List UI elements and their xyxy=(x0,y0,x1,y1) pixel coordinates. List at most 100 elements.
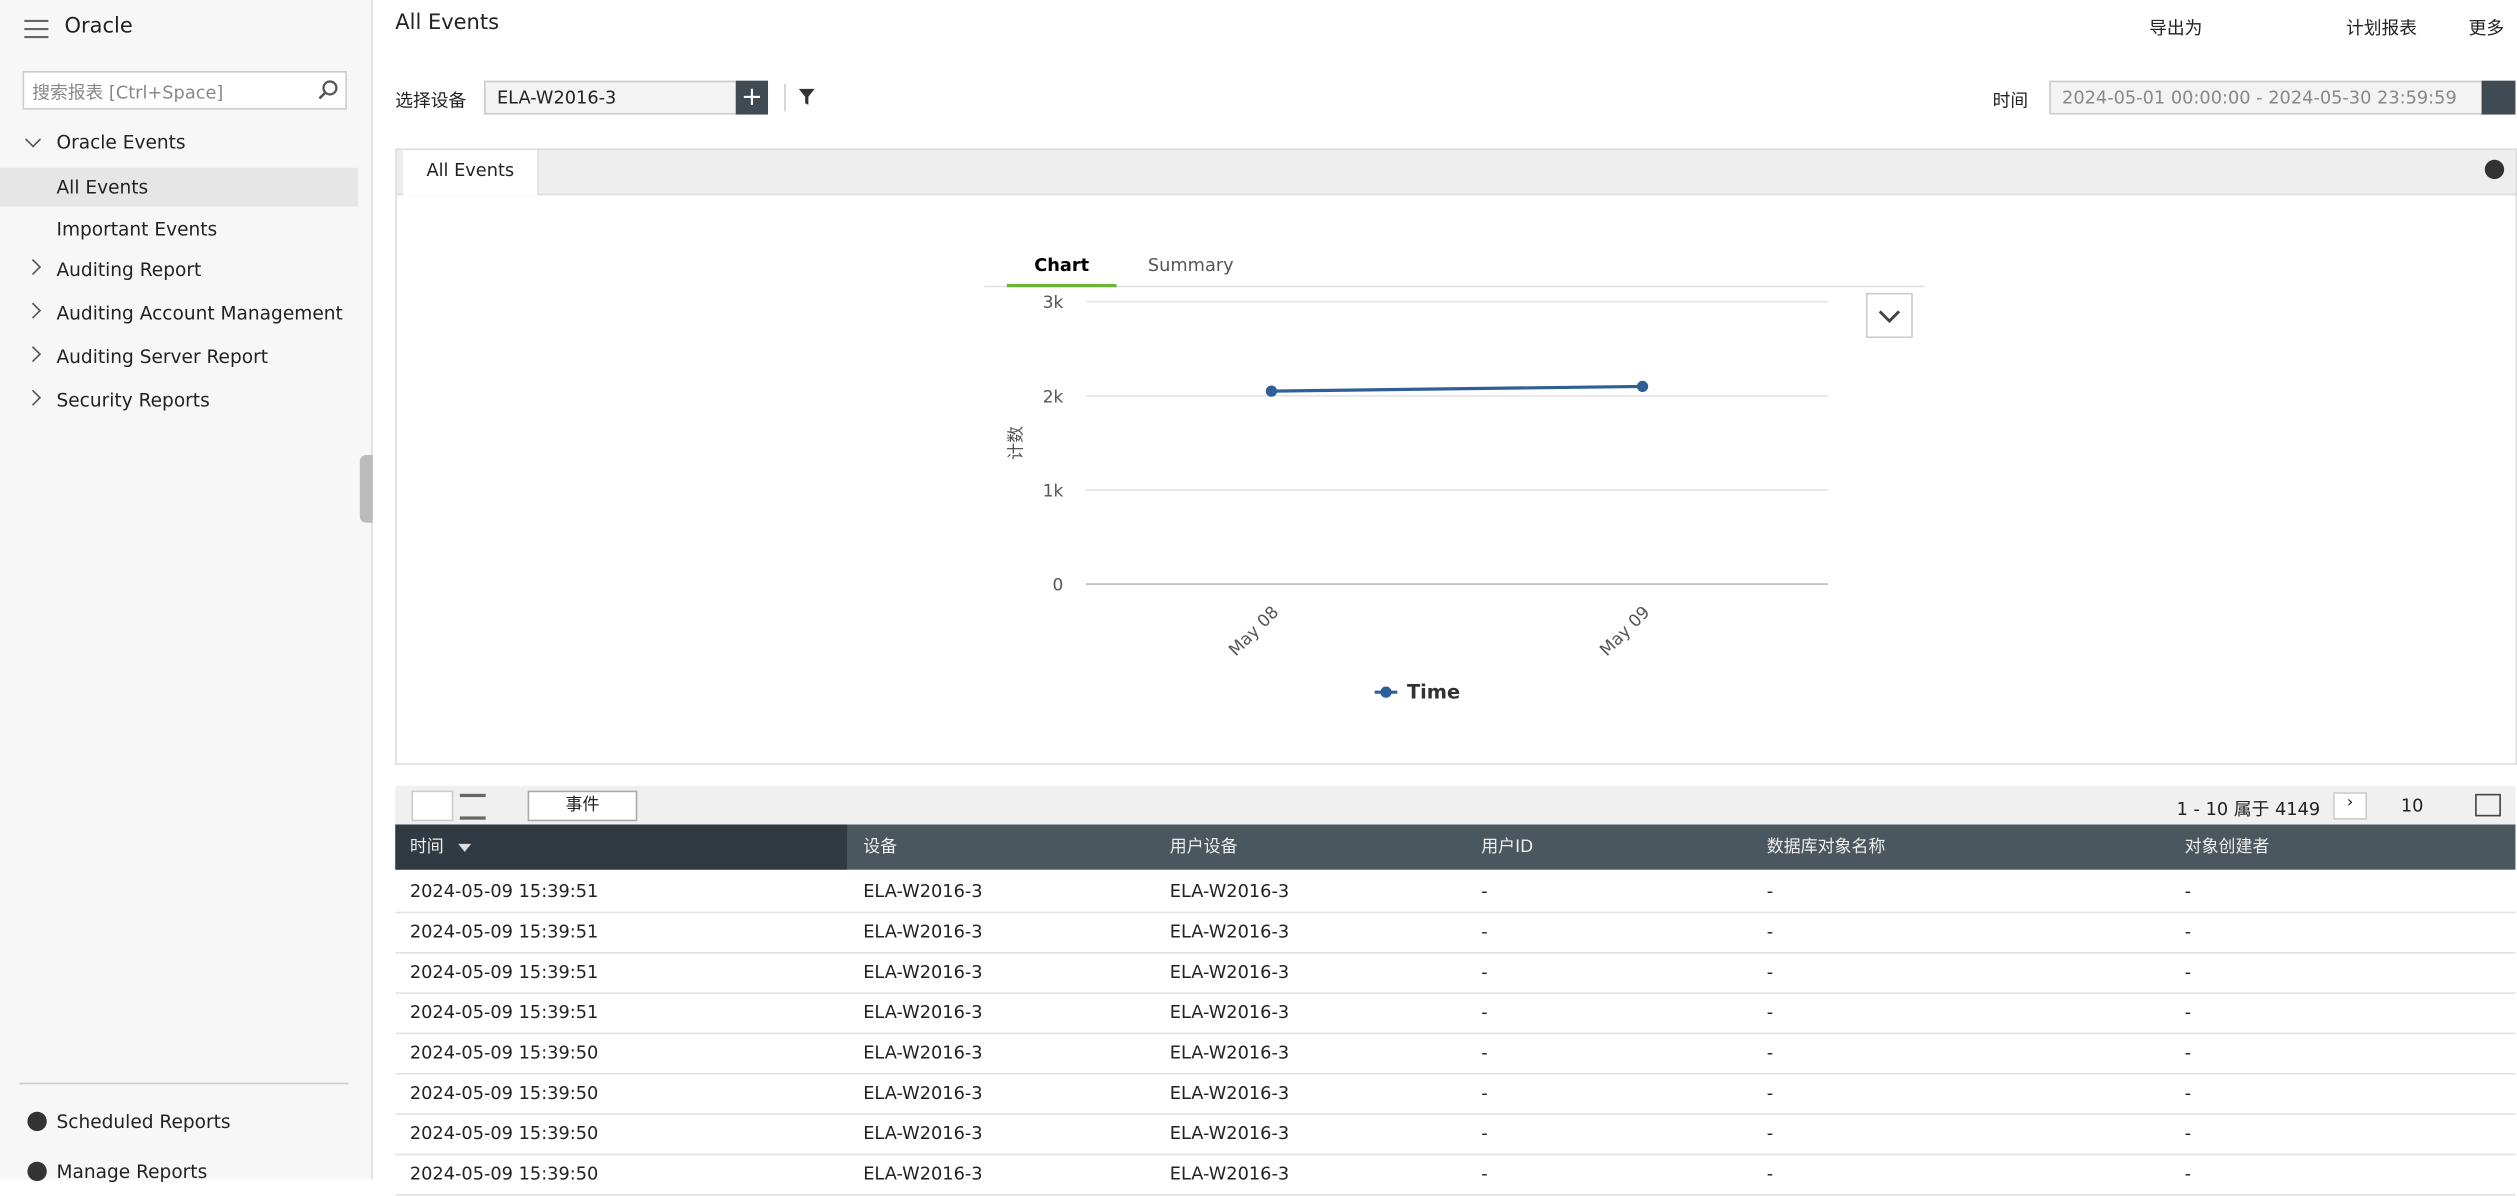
add-device-button[interactable]: + xyxy=(735,80,769,115)
cell: - xyxy=(1766,1082,1774,1104)
time-range: 2024-05-01 00:00:00 - 2024-05-30 23:59:5… xyxy=(2062,87,2457,109)
sidebar: Oracle 搜索报表 [Ctrl+Space] Oracle Events Al… xyxy=(0,0,373,1183)
list-view-button[interactable] xyxy=(459,793,486,820)
cell: ELA-W2016-3 xyxy=(1169,961,1290,983)
cell: ELA-W2016-3 xyxy=(1169,1001,1290,1023)
x-tick-label: May 09 xyxy=(1595,602,1653,660)
collapse-handle[interactable] xyxy=(359,455,373,523)
footer-link[interactable]: Manage Reports xyxy=(56,1160,208,1183)
table-row: 2024-05-09 15:39:51 ELA-W2016-3 ELA-W2016-… xyxy=(395,992,2516,1035)
sort-icon xyxy=(458,843,472,859)
gear-icon xyxy=(27,1161,47,1182)
nav-group[interactable]: Auditing Server Report xyxy=(56,345,268,368)
column-header[interactable]: 数据库对象名称 xyxy=(1766,837,1886,857)
table-row: 2024-05-09 15:39:50 ELA-W2016-3 ELA-W2016-… xyxy=(395,1154,2516,1196)
chevron xyxy=(1878,310,1901,324)
calendar-button[interactable] xyxy=(2481,80,2516,115)
page-size[interactable]: 10 xyxy=(2400,795,2424,817)
event-filter-button[interactable]: 事件 xyxy=(527,790,638,822)
cell: ELA-W2016-3 xyxy=(1169,1082,1290,1104)
cell: - xyxy=(1481,921,1488,943)
cell: ELA-W2016-3 xyxy=(863,1001,983,1023)
y-tick-label: 0 xyxy=(1053,575,1064,595)
chart: Chart Summary 0 1k 2k 3k 计数 May 08 May 09 Time xyxy=(984,256,1925,704)
nav-group[interactable]: Auditing Account Management xyxy=(56,301,343,325)
table-toolbar xyxy=(395,785,2516,825)
cell: - xyxy=(2184,1082,2192,1104)
next-page-button[interactable]: › xyxy=(2333,792,2368,820)
view-tab[interactable]: Summary xyxy=(1148,256,1234,276)
device-label: 选择设备 xyxy=(395,90,467,112)
cell: 2024-05-09 15:39:50 xyxy=(409,1163,599,1185)
search-box[interactable]: 搜索报表 [Ctrl+Space] xyxy=(22,70,347,110)
columns-button[interactable] xyxy=(2475,793,2501,817)
cell: ELA-W2016-3 xyxy=(863,880,983,902)
separator xyxy=(784,83,786,112)
nav-group[interactable]: Security Reports xyxy=(56,388,210,412)
chart-menu-button[interactable] xyxy=(1866,292,1913,339)
cell: ELA-W2016-3 xyxy=(863,1122,983,1144)
y-tick-label: 3k xyxy=(1043,292,1064,312)
table-row: 2024-05-09 15:39:51 ELA-W2016-3 ELA-W2016-… xyxy=(395,871,2516,914)
column-header[interactable]: 用户ID xyxy=(1481,837,1534,857)
legend-label[interactable]: Time xyxy=(1407,681,1460,704)
cell: ELA-W2016-3 xyxy=(1169,880,1290,902)
time-range-input[interactable]: 2024-05-01 00:00:00 - 2024-05-30 23:59:5… xyxy=(2049,80,2484,115)
panel-tab[interactable]: All Events xyxy=(403,150,539,196)
cell: 2024-05-09 15:39:51 xyxy=(409,961,599,983)
view-tab[interactable]: Chart xyxy=(1034,256,1089,276)
cell: - xyxy=(2184,1122,2192,1144)
cell: - xyxy=(1481,1001,1488,1023)
device-select[interactable]: ELA-W2016-3 xyxy=(484,80,738,115)
footer-link[interactable]: Scheduled Reports xyxy=(56,1110,231,1133)
column-header[interactable]: 对象创建者 xyxy=(2184,837,2270,857)
cell: - xyxy=(1481,880,1488,902)
cell: ELA-W2016-3 xyxy=(1169,1122,1290,1144)
export-button[interactable]: 导出为 xyxy=(2149,17,2203,39)
page-title: All Events xyxy=(395,11,500,36)
table-row: 2024-05-09 15:39:51 ELA-W2016-3 ELA-W2016-… xyxy=(395,952,2516,994)
cell: - xyxy=(1481,1042,1488,1064)
settings-icon[interactable] xyxy=(2484,159,2505,180)
cell: 2024-05-09 15:39:51 xyxy=(409,880,599,902)
cell: ELA-W2016-3 xyxy=(1169,1042,1290,1064)
data-point xyxy=(1636,380,1649,393)
search-icon xyxy=(318,80,338,100)
nav-group[interactable]: Oracle Events xyxy=(56,130,186,154)
data-point xyxy=(1265,385,1278,397)
clock-icon xyxy=(27,1111,47,1132)
nav-item[interactable]: Important Events xyxy=(56,217,218,241)
cell: 2024-05-09 15:39:50 xyxy=(409,1082,599,1104)
table-row: 2024-05-09 15:39:50 ELA-W2016-3 ELA-W2016-… xyxy=(395,1033,2516,1075)
cell: ELA-W2016-3 xyxy=(863,1082,983,1104)
cell: - xyxy=(1766,961,1774,983)
table-row: 2024-05-09 15:39:51 ELA-W2016-3 ELA-W2016-… xyxy=(395,912,2516,954)
cell: - xyxy=(1766,1122,1774,1144)
cell: - xyxy=(2184,961,2192,983)
y-tick-label: 1k xyxy=(1043,480,1064,500)
column-header[interactable]: 用户设备 xyxy=(1169,837,1238,857)
column-header[interactable]: 设备 xyxy=(863,837,898,857)
cell: - xyxy=(1481,961,1488,983)
table-header: 时间 设备 用户设备 用户ID 数据库对象名称 对象创建者 xyxy=(395,824,2516,870)
filter-icon[interactable] xyxy=(798,88,815,105)
nav-item[interactable]: All Events xyxy=(0,167,359,207)
cell: - xyxy=(2184,1163,2192,1185)
column-header[interactable]: 时间 xyxy=(409,837,444,857)
more-button[interactable]: 更多 xyxy=(2468,17,2505,39)
search-placeholder: 搜索报表 [Ctrl+Space] xyxy=(32,82,224,104)
cell: - xyxy=(1766,1001,1774,1023)
app-name: Oracle xyxy=(64,14,133,39)
pagination: 1 - 10 属于 4149 xyxy=(2176,798,2321,820)
cell: - xyxy=(2184,1042,2192,1064)
cell: - xyxy=(1481,1122,1488,1144)
cell: 2024-05-09 15:39:50 xyxy=(409,1122,599,1144)
x-tick-label: May 08 xyxy=(1224,602,1282,660)
nav-group[interactable]: Auditing Report xyxy=(56,258,202,281)
menu-icon[interactable] xyxy=(24,18,50,41)
cell: 2024-05-09 15:39:50 xyxy=(409,1042,599,1064)
grid-view-button[interactable] xyxy=(411,790,454,822)
series-line xyxy=(1271,384,1643,393)
cell: - xyxy=(1766,880,1774,902)
schedule-button[interactable]: 计划报表 xyxy=(2346,17,2418,39)
